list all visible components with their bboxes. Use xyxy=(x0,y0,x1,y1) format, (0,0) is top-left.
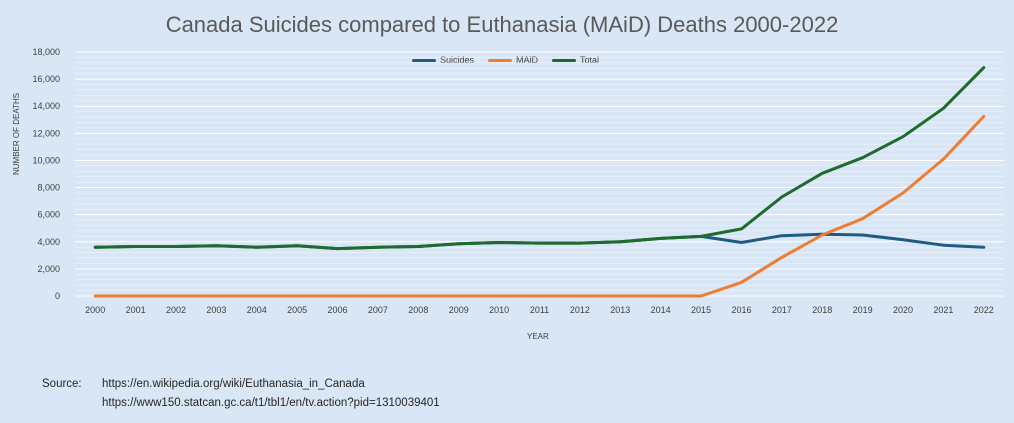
series-line-maid xyxy=(93,114,986,298)
x-tick-label: 2002 xyxy=(166,305,186,315)
legend-label-maid: MAiD xyxy=(516,55,539,65)
series-lines xyxy=(93,66,986,298)
chart-title: Canada Suicides compared to Euthanasia (… xyxy=(165,12,839,37)
x-tick-label: 2015 xyxy=(691,305,711,315)
x-tick-label: 2007 xyxy=(368,305,388,315)
y-axis-label: NUMBER OF DEATHS xyxy=(12,92,21,175)
legend-label-suicides: Suicides xyxy=(440,55,475,65)
x-tick-label: 2017 xyxy=(772,305,792,315)
x-tick-label: 2003 xyxy=(206,305,226,315)
x-tick-label: 2006 xyxy=(328,305,348,315)
x-tick-label: 2014 xyxy=(651,305,671,315)
y-tick-label: 16,000 xyxy=(32,74,60,84)
x-tick-label: 2020 xyxy=(893,305,913,315)
legend-item-maid: MAiD xyxy=(488,55,538,65)
legend-item-total: Total xyxy=(552,55,599,65)
y-tick-label: 0 xyxy=(55,291,60,301)
source-link-statcan[interactable]: https://www150.statcan.gc.ca/t1/tbl1/en/… xyxy=(102,397,440,409)
y-tick-label: 4,000 xyxy=(37,237,60,247)
x-tick-label: 2012 xyxy=(570,305,590,315)
x-tick-label: 2000 xyxy=(85,305,105,315)
x-tick-label: 2018 xyxy=(812,305,832,315)
gridlines xyxy=(75,51,1004,297)
y-tick-label: 2,000 xyxy=(37,264,60,274)
x-tick-label: 2021 xyxy=(933,305,953,315)
legend-label-total: Total xyxy=(580,55,600,65)
source-note: Source: https://en.wikipedia.org/wiki/Eu… xyxy=(0,378,1014,423)
legend-swatch-maid xyxy=(488,58,513,62)
y-tick-label: 12,000 xyxy=(32,128,60,138)
x-axis-label: YEAR xyxy=(527,332,549,341)
x-tick-label: 2001 xyxy=(126,305,146,315)
x-tick-label: 2019 xyxy=(853,305,873,315)
series-line-total xyxy=(93,66,986,251)
legend-swatch-suicides xyxy=(412,58,436,62)
x-tick-label: 2013 xyxy=(610,305,630,315)
x-tick-label: 2016 xyxy=(731,305,751,315)
x-tick-label: 2010 xyxy=(489,305,509,315)
x-tick-label: 2022 xyxy=(974,305,994,315)
y-tick-labels: 0 2,000 4,000 6,000 8,000 10,000 12,000 14,000 1… xyxy=(32,47,60,301)
x-tick-labels: 2000 2001 2002 2003 2004 2005 2006 2007 2008 2009… xyxy=(85,305,994,315)
x-tick-label: 2009 xyxy=(449,305,469,315)
y-tick-label: 14,000 xyxy=(32,101,60,111)
y-tick-label: 8,000 xyxy=(37,183,60,193)
source-link-wikipedia[interactable]: https://en.wikipedia.org/wiki/Euthanasia… xyxy=(102,378,365,390)
y-tick-label: 6,000 xyxy=(37,210,60,220)
y-tick-label: 18,000 xyxy=(32,47,60,57)
source-label: Source: xyxy=(42,378,82,390)
y-tick-label: 10,000 xyxy=(32,155,60,165)
legend-item-suicides: Suicides xyxy=(412,55,474,65)
x-tick-label: 2011 xyxy=(530,305,549,315)
x-tick-label: 2008 xyxy=(408,305,428,315)
legend: Suicides MAiD Total xyxy=(412,55,599,65)
x-tick-label: 2005 xyxy=(287,305,307,315)
legend-swatch-total xyxy=(552,58,577,62)
x-tick-label: 2004 xyxy=(247,305,267,315)
